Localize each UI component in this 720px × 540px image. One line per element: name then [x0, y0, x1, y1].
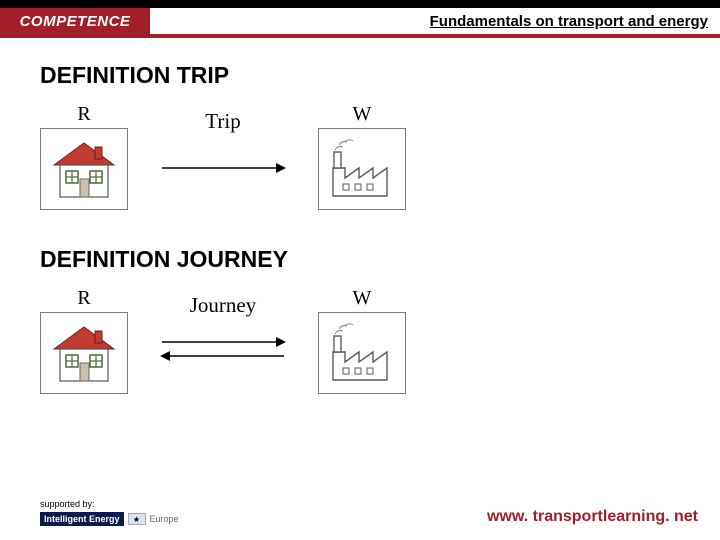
header-spacer	[150, 8, 430, 34]
house-box	[40, 312, 128, 394]
header-bar: COMPETENCE Fundamentals on transport and…	[0, 8, 720, 34]
journey-w-label: W	[353, 287, 372, 310]
header-black-strip	[0, 0, 720, 8]
journey-r-label: R	[77, 287, 90, 310]
trip-diagram: R Trip	[40, 103, 690, 210]
house-icon	[48, 321, 120, 385]
competence-logo: COMPETENCE	[0, 8, 150, 34]
support-badges: Intelligent Energy ★ Europe	[40, 512, 179, 526]
logo-text: COMPETENCE	[20, 13, 131, 30]
journey-arrows: Journey	[158, 287, 288, 368]
trip-arrow-label: Trip	[205, 109, 240, 134]
arrow-bidirectional-icon	[158, 328, 288, 368]
factory-box	[318, 312, 406, 394]
journey-residence-node: R	[40, 287, 128, 394]
factory-icon	[325, 136, 399, 202]
trip-work-node: W	[318, 103, 406, 210]
journey-title: DEFINITION JOURNEY	[40, 246, 690, 273]
content: DEFINITION TRIP R Trip	[0, 38, 720, 394]
supported-label: supported by:	[40, 499, 179, 509]
arrow-right-icon	[158, 144, 288, 184]
supported-by: supported by: Intelligent Energy ★ Europ…	[40, 499, 179, 526]
footer-url: www. transportlearning. net	[487, 508, 698, 526]
factory-icon	[325, 320, 399, 386]
footer: supported by: Intelligent Energy ★ Europ…	[0, 499, 720, 526]
trip-title: DEFINITION TRIP	[40, 62, 690, 89]
europe-text: Europe	[150, 514, 179, 524]
house-box	[40, 128, 128, 210]
intelligent-energy-badge: Intelligent Energy	[40, 512, 124, 526]
trip-r-label: R	[77, 103, 90, 126]
trip-w-label: W	[353, 103, 372, 126]
trip-arrows: Trip	[158, 103, 288, 184]
trip-residence-node: R	[40, 103, 128, 210]
journey-arrow-label: Journey	[190, 293, 257, 318]
factory-box	[318, 128, 406, 210]
header-title: Fundamentals on transport and energy	[430, 8, 720, 34]
eu-flag-icon: ★	[128, 513, 146, 525]
house-icon	[48, 137, 120, 201]
journey-diagram: R Journey	[40, 287, 690, 394]
journey-work-node: W	[318, 287, 406, 394]
